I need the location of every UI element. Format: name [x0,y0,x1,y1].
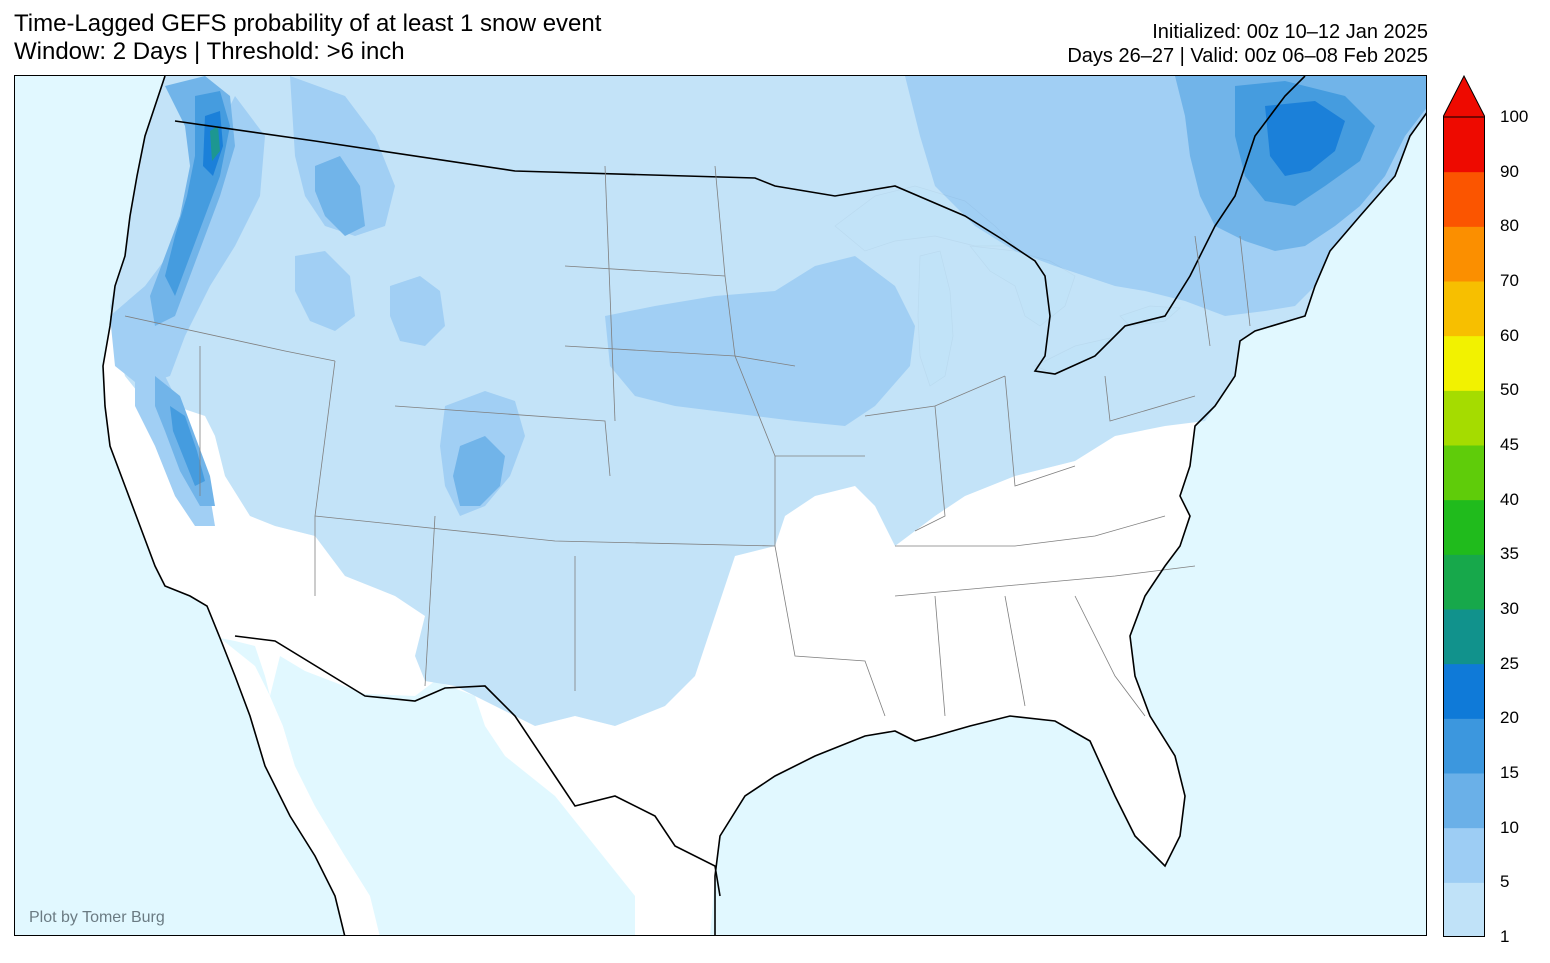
state-line-9 [424,515,436,687]
colorbar-tick-label: 1 [1500,927,1510,946]
colorbar-tick-label: 40 [1500,489,1519,509]
state-line-7 [564,265,726,277]
state-line-11 [714,165,776,546]
state-line-22 [1194,235,1211,347]
state-lines [124,165,1251,717]
state-line-1 [124,315,336,362]
state-line-18 [934,595,946,717]
title-line-2: Window: 2 Days | Threshold: >6 inch [14,38,405,65]
title-line-1: Time-Lagged GEFS probability of at least… [14,10,602,37]
colorbar-band [1443,281,1485,337]
gulf-coastline [714,112,1426,935]
colorbar-band [1443,171,1485,227]
colorbar-band [1443,718,1485,774]
colorbar-tick-label: 45 [1500,435,1519,454]
colorbar-tick-label: 90 [1500,161,1519,181]
land-baja [220,638,380,935]
country-borders [174,76,1306,897]
initialized-text: Initialized: 00z 10–12 Jan 2025 [1152,21,1428,43]
colorbar [1443,75,1485,937]
colorbar-tick-label: 25 [1500,653,1519,673]
prob-20-25-maine [1265,101,1345,176]
colorbar-band [1443,335,1485,391]
state-line-6 [604,165,616,422]
meta-block: Initialized: 00z 10–12 Jan 2025 Days 26–… [1067,20,1428,68]
colorbar-tick-label: 70 [1500,271,1519,290]
colorbar-band [1443,773,1485,829]
colorbar-band [1443,882,1485,937]
prob-15-20-sierra [170,406,205,486]
colorbar-band [1443,390,1485,446]
coastline [102,76,346,935]
valid-text: Days 26–27 | Valid: 00z 06–08 Feb 2025 [1067,45,1428,67]
prob-10-15-colorado [453,436,505,506]
colorbar-tick-label: 15 [1500,763,1519,782]
us-mexico-border [234,635,721,897]
plot-credit: Plot by Tomer Burg [29,909,165,926]
title-block: Time-Lagged GEFS probability of at least… [14,10,601,66]
colorbar-tick-label: 50 [1500,380,1519,400]
colorbar-tick-label: 10 [1500,817,1519,837]
colorbar-outline [1443,116,1485,937]
colorbar-band [1443,445,1485,501]
colorbar-tick-label: 5 [1500,872,1510,892]
map-frame: Plot by Tomer Burg [14,75,1427,936]
colorbar-band [1443,663,1485,719]
state-line-4 [314,515,776,547]
colorbar-tick-label: 100 [1500,107,1529,126]
colorbar-tick-label: 20 [1500,708,1519,728]
state-line-20 [1074,595,1146,717]
state-line-17 [894,565,1196,597]
prob-25-30-cascades [210,126,220,161]
land-florida [1090,716,1185,866]
colorbar-tick-label: 60 [1500,325,1519,345]
gulf-of-california [270,696,375,886]
prob-5-10-rockies-n [290,76,395,236]
state-line-14 [914,405,946,532]
prob-5-10-midwest [605,256,915,426]
colorbar-band [1443,827,1485,883]
state-line-21 [1104,375,1196,422]
state-line-19 [1004,595,1026,707]
state-line-16 [895,515,1166,547]
colorbar-band [1443,117,1485,173]
colorbar-tick-label: 30 [1500,599,1519,618]
colorbar-band [1443,226,1485,282]
colorbar-extend-triangle [1443,75,1485,118]
state-line-15 [1004,375,1076,487]
colorbar-band [1443,499,1485,555]
snow-probability-shading [15,76,1426,726]
prob-10-15-idaho [315,156,365,236]
colorbar-tick-label: 80 [1500,216,1519,236]
state-line-12 [774,545,886,717]
colorbar-band [1443,609,1485,665]
state-line-23 [1239,235,1251,327]
us-canada-border [174,76,1306,375]
state-line-5 [394,405,611,477]
prob-5-10-rockies-c [295,251,355,331]
colorbar-bands [1443,75,1485,937]
colorbar-band [1443,554,1485,610]
prob-5-10-wyoming [390,276,445,346]
map-canvas [15,76,1426,935]
colorbar-tick-label: 35 [1500,544,1519,564]
